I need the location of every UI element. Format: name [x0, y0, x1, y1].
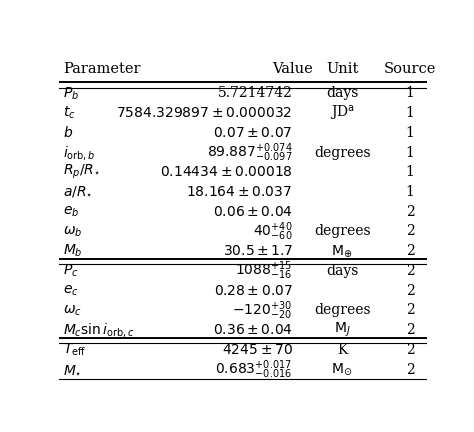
Text: Value: Value [272, 63, 313, 76]
Text: 1: 1 [406, 146, 414, 159]
Text: $89.887^{+0.074}_{-0.097}$: $89.887^{+0.074}_{-0.097}$ [207, 141, 292, 164]
Text: 2: 2 [406, 323, 414, 337]
Text: 2: 2 [406, 244, 414, 258]
Text: 5.7214742: 5.7214742 [218, 86, 292, 100]
Text: 1: 1 [406, 185, 414, 199]
Text: degrees: degrees [314, 225, 370, 238]
Text: $\mathrm{M}_J$: $\mathrm{M}_J$ [334, 321, 350, 339]
Text: $M_{\star}$: $M_{\star}$ [63, 362, 82, 377]
Text: $P_c$: $P_c$ [63, 263, 79, 279]
Text: $7584.329897 \pm 0.000032$: $7584.329897 \pm 0.000032$ [116, 106, 292, 120]
Text: degrees: degrees [314, 146, 370, 159]
Text: $R_p/R_{\star}$: $R_p/R_{\star}$ [63, 163, 100, 181]
Text: $i_{\mathrm{orb},b}$: $i_{\mathrm{orb},b}$ [63, 143, 96, 162]
Text: $0.14434 \pm 0.00018$: $0.14434 \pm 0.00018$ [160, 165, 292, 179]
Text: 1: 1 [406, 86, 414, 100]
Text: $P_b$: $P_b$ [63, 85, 79, 102]
Text: K: K [337, 343, 347, 357]
Text: 2: 2 [406, 205, 414, 219]
Text: JD$^{\mathrm{a}}$: JD$^{\mathrm{a}}$ [329, 104, 355, 123]
Text: $\omega_b$: $\omega_b$ [63, 224, 82, 238]
Text: $T_{\mathrm{eff}}$: $T_{\mathrm{eff}}$ [63, 342, 86, 358]
Text: $a/R_{\star}$: $a/R_{\star}$ [63, 185, 92, 199]
Text: $b$: $b$ [63, 125, 73, 140]
Text: 2: 2 [406, 225, 414, 238]
Text: $\mathrm{M}_{\odot}$: $\mathrm{M}_{\odot}$ [331, 362, 353, 378]
Text: degrees: degrees [314, 303, 370, 318]
Text: 2: 2 [406, 284, 414, 298]
Text: $0.28 \pm 0.07$: $0.28 \pm 0.07$ [214, 284, 292, 298]
Text: 1: 1 [406, 165, 414, 179]
Text: days: days [326, 86, 358, 100]
Text: 2: 2 [406, 362, 414, 377]
Text: $t_c$: $t_c$ [63, 105, 75, 121]
Text: days: days [326, 264, 358, 278]
Text: $0.07 \pm 0.07$: $0.07 \pm 0.07$ [213, 126, 292, 140]
Text: Parameter: Parameter [63, 63, 140, 76]
Text: $M_c \sin i_{\mathrm{orb},c}$: $M_c \sin i_{\mathrm{orb},c}$ [63, 321, 135, 339]
Text: 2: 2 [406, 303, 414, 318]
Text: $40^{+40}_{-60}$: $40^{+40}_{-60}$ [253, 220, 292, 243]
Text: $1088^{+15}_{-16}$: $1088^{+15}_{-16}$ [235, 260, 292, 282]
Text: 1: 1 [406, 126, 414, 140]
Text: $e_c$: $e_c$ [63, 283, 79, 298]
Text: 2: 2 [406, 343, 414, 357]
Text: $30.5 \pm 1.7$: $30.5 \pm 1.7$ [223, 244, 292, 258]
Text: 2: 2 [406, 264, 414, 278]
Text: $0.36 \pm 0.04$: $0.36 \pm 0.04$ [212, 323, 292, 337]
Text: $0.683^{+0.017}_{-0.016}$: $0.683^{+0.017}_{-0.016}$ [215, 358, 292, 381]
Text: Unit: Unit [326, 63, 358, 76]
Text: $4245 \pm 70$: $4245 \pm 70$ [221, 343, 292, 357]
Text: 1: 1 [406, 106, 414, 120]
Text: $0.06 \pm 0.04$: $0.06 \pm 0.04$ [212, 205, 292, 219]
Text: $-120^{+30}_{-20}$: $-120^{+30}_{-20}$ [232, 299, 292, 322]
Text: $18.164 \pm 0.037$: $18.164 \pm 0.037$ [186, 185, 292, 199]
Text: $\omega_c$: $\omega_c$ [63, 303, 82, 318]
Text: $e_b$: $e_b$ [63, 204, 79, 219]
Text: Source: Source [384, 63, 436, 76]
Text: $M_b$: $M_b$ [63, 243, 82, 259]
Text: $\mathrm{M}_{\oplus}$: $\mathrm{M}_{\oplus}$ [331, 243, 353, 259]
